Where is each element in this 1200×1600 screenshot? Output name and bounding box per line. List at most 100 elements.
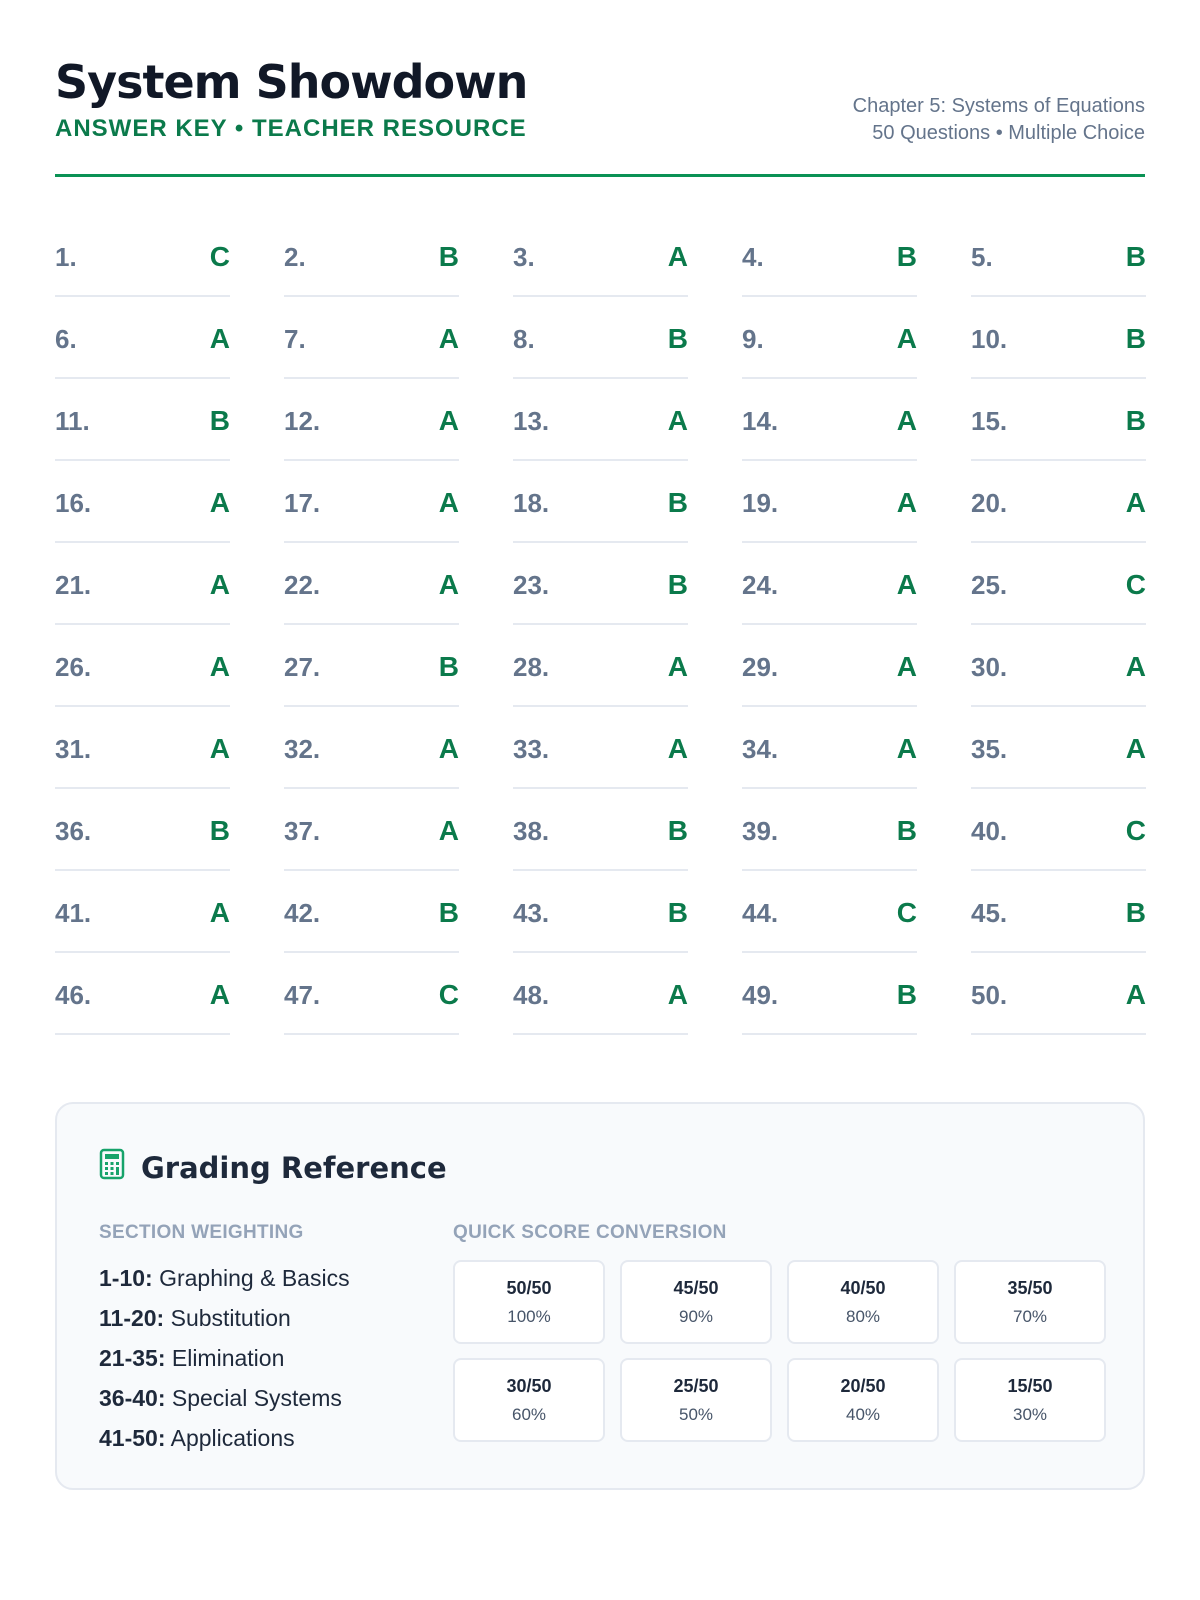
answer-letter: B <box>667 323 688 354</box>
answer-letter: A <box>209 323 230 354</box>
answer-item: 47. C <box>284 953 459 1035</box>
section-range: 36-40: <box>99 1385 166 1411</box>
answer-item: 6. A <box>55 297 230 379</box>
score-box: 15/50 30% <box>954 1358 1106 1442</box>
question-number: 5. <box>971 241 993 272</box>
answer-item: 7. A <box>284 297 459 379</box>
score-fraction: 35/50 <box>1007 1277 1053 1298</box>
question-number: 19. <box>742 487 779 518</box>
question-number: 44. <box>742 897 779 928</box>
section-name: Graphing & Basics <box>159 1265 350 1291</box>
answer-letter: A <box>438 323 459 354</box>
answer-item: 24. A <box>742 543 917 625</box>
section-name: Special Systems <box>171 1385 342 1411</box>
question-number: 30. <box>971 651 1008 682</box>
answer-letter: A <box>667 979 688 1010</box>
answer-item: 49. B <box>742 953 917 1035</box>
answer-item: 28. A <box>513 625 688 707</box>
calculator-icon <box>99 1148 125 1187</box>
answer-item: 10. B <box>971 297 1146 379</box>
question-number: 47. <box>284 979 321 1010</box>
question-number: 24. <box>742 569 779 600</box>
answer-item: 48. A <box>513 953 688 1035</box>
chapter-label: Chapter 5: Systems of Equations <box>852 95 1145 117</box>
answer-item: 42. B <box>284 871 459 953</box>
question-number: 50. <box>971 979 1008 1010</box>
section-range: 41-50: <box>99 1425 166 1451</box>
answer-letter: C <box>1125 815 1146 846</box>
weighting-item: 41-50: Applications <box>99 1418 350 1458</box>
question-number: 13. <box>513 405 550 436</box>
question-number: 14. <box>742 405 779 436</box>
answer-item: 37. A <box>284 789 459 871</box>
answer-letter: B <box>1125 323 1146 354</box>
answer-item: 3. A <box>513 215 688 297</box>
answer-letter: C <box>1125 569 1146 600</box>
answer-item: 1. C <box>55 215 230 297</box>
answer-item: 34. A <box>742 707 917 789</box>
answer-item: 36. B <box>55 789 230 871</box>
score-percent: 90% <box>678 1306 714 1326</box>
score-percent: 80% <box>845 1306 881 1326</box>
answer-letter: B <box>438 651 459 682</box>
answer-letter: A <box>438 569 459 600</box>
answer-letter: B <box>438 897 459 928</box>
question-number: 39. <box>742 815 779 846</box>
question-number: 15. <box>971 405 1008 436</box>
section-name: Elimination <box>171 1345 285 1371</box>
answer-letter: A <box>896 323 917 354</box>
answer-item: 12. A <box>284 379 459 461</box>
answer-letter: A <box>667 405 688 436</box>
answer-item: 35. A <box>971 707 1146 789</box>
answer-item: 40. C <box>971 789 1146 871</box>
grading-title: Grading Reference <box>141 1150 447 1185</box>
answer-letter: B <box>667 815 688 846</box>
score-fraction: 15/50 <box>1007 1375 1053 1396</box>
answer-item: 19. A <box>742 461 917 543</box>
weighting-label: SECTION WEIGHTING <box>99 1222 304 1243</box>
question-number: 12. <box>284 405 321 436</box>
answer-letter: C <box>896 897 917 928</box>
answer-item: 32. A <box>284 707 459 789</box>
score-fraction: 25/50 <box>673 1375 719 1396</box>
answer-letter: B <box>438 241 459 272</box>
score-fraction: 45/50 <box>673 1277 719 1298</box>
question-number: 7. <box>284 323 306 354</box>
question-number: 40. <box>971 815 1008 846</box>
question-number: 27. <box>284 651 321 682</box>
question-number: 1. <box>55 241 77 272</box>
question-number: 41. <box>55 897 92 928</box>
question-info: 50 Questions • Multiple Choice <box>872 122 1145 144</box>
answer-letter: B <box>209 405 230 436</box>
question-number: 26. <box>55 651 92 682</box>
answer-letter: A <box>438 733 459 764</box>
question-number: 43. <box>513 897 550 928</box>
score-box: 45/50 90% <box>620 1260 772 1344</box>
answer-item: 8. B <box>513 297 688 379</box>
answer-item: 30. A <box>971 625 1146 707</box>
page-subtitle: ANSWER KEY • TEACHER RESOURCE <box>55 115 527 142</box>
grading-title-row: Grading Reference <box>99 1148 447 1187</box>
question-number: 23. <box>513 569 550 600</box>
question-number: 28. <box>513 651 550 682</box>
answer-letter: A <box>209 569 230 600</box>
question-number: 3. <box>513 241 535 272</box>
answer-item: 27. B <box>284 625 459 707</box>
score-percent: 70% <box>1012 1306 1048 1326</box>
answer-item: 39. B <box>742 789 917 871</box>
answer-item: 29. A <box>742 625 917 707</box>
question-number: 45. <box>971 897 1008 928</box>
section-name: Substitution <box>170 1305 291 1331</box>
section-range: 11-20: <box>99 1305 165 1331</box>
answer-item: 46. A <box>55 953 230 1035</box>
weighting-item: 1-10: Graphing & Basics <box>99 1258 350 1298</box>
answer-letter: A <box>1125 979 1146 1010</box>
question-number: 17. <box>284 487 321 518</box>
question-number: 25. <box>971 569 1008 600</box>
answer-item: 16. A <box>55 461 230 543</box>
answer-letter: A <box>209 651 230 682</box>
answer-letter: A <box>438 405 459 436</box>
answer-item: 18. B <box>513 461 688 543</box>
answer-item: 38. B <box>513 789 688 871</box>
question-number: 29. <box>742 651 779 682</box>
